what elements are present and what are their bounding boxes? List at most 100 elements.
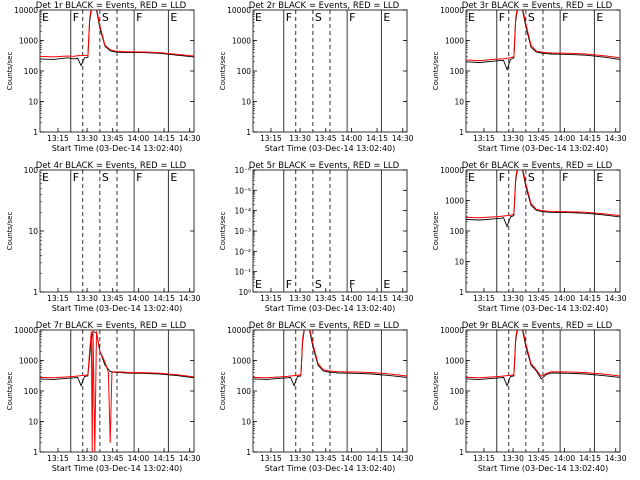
- x-tick-label: 14:00: [341, 454, 363, 463]
- detector-panel-7: 1 10 100 1000 10000 13:15 13:30 13:45 14:00 14:15…: [0, 320, 213, 480]
- x-tick-label: 13:15: [473, 134, 495, 143]
- y-tick-label: 10⁻²: [234, 247, 251, 256]
- x-axis-label: Start Time (03-Dec-14 13:02:40): [265, 464, 396, 473]
- x-tick-label: 14:15: [366, 294, 388, 303]
- x-tick-label: 13:15: [260, 294, 282, 303]
- y-tick-label: 1: [459, 448, 464, 457]
- x-tick-label: 14:00: [554, 134, 576, 143]
- detector-chart-6: 1 10 100 1000 10000 13:15 13:30 13:45 14:00 14:15…: [432, 161, 627, 313]
- x-tick-label: 13:15: [47, 294, 69, 303]
- x-tick-label: 13:15: [473, 454, 495, 463]
- state-marker-label: E: [596, 171, 603, 184]
- y-tick-label: 1000: [232, 357, 251, 366]
- x-axis-label: Start Time (03-Dec-14 13:02:40): [265, 304, 396, 313]
- y-tick-label: 10000: [14, 6, 38, 15]
- state-marker-label: F: [73, 171, 79, 184]
- plot-frame: [465, 169, 621, 293]
- x-axis-label: Start Time (03-Dec-14 13:02:40): [478, 304, 609, 313]
- x-tick-label: 13:15: [260, 454, 282, 463]
- state-marker-label: S: [528, 171, 535, 184]
- detector-panel-5: 10⁰ 10⁻¹ 10⁻² 10⁻³ 10⁻⁴ 10⁻⁵ 10⁻⁶ 13:15 13:30 13:…: [213, 160, 426, 320]
- detector-chart-4: 1 10 100 13:15 13:30 13:45 14:00 14:15 14:30 Det …: [6, 161, 201, 313]
- state-marker-label: E: [170, 171, 177, 184]
- x-tick-label: 13:30: [502, 294, 524, 303]
- x-tick-label: 13:15: [47, 134, 69, 143]
- state-marker-label: S: [102, 171, 109, 184]
- state-marker-label: S: [315, 11, 322, 24]
- y-tick-label: 1: [33, 288, 38, 297]
- y-axis-label: Counts/sec: [6, 372, 14, 411]
- y-axis-label: Counts/sec: [432, 212, 440, 251]
- x-tick-label: 13:15: [473, 294, 495, 303]
- y-axis-label: Counts/sec: [432, 52, 440, 91]
- x-tick-label: 13:45: [315, 454, 337, 463]
- x-tick-label: 14:30: [179, 134, 201, 143]
- y-tick-label: 10: [454, 258, 464, 267]
- x-tick-label: 13:45: [528, 454, 550, 463]
- y-tick-label: 10: [28, 418, 38, 427]
- x-tick-label: 14:30: [179, 294, 201, 303]
- y-tick-label: 100: [237, 67, 252, 76]
- y-tick-label: 10: [28, 227, 38, 236]
- y-tick-label: 10: [454, 418, 464, 427]
- x-tick-label: 14:30: [605, 294, 627, 303]
- state-marker-label: F: [562, 171, 568, 184]
- x-tick-label: 13:45: [315, 294, 337, 303]
- detector-chart-2: 1 10 100 1000 10000 13:15 13:30 13:45 14:00 14:15…: [219, 1, 414, 153]
- state-marker-label: E: [255, 278, 262, 291]
- x-tick-label: 14:00: [128, 454, 150, 463]
- lld-series-line: [40, 10, 194, 58]
- x-tick-label: 14:30: [605, 454, 627, 463]
- y-axis-label: Counts/sec: [219, 212, 227, 251]
- lld-series-line: [466, 10, 620, 62]
- state-marker-label: E: [42, 11, 49, 24]
- y-tick-label: 10: [28, 98, 38, 107]
- y-tick-label: 100: [24, 387, 39, 396]
- y-axis-label: Counts/sec: [432, 372, 440, 411]
- x-tick-label: 14:30: [392, 294, 414, 303]
- detector-panel-9: 1 10 100 1000 10000 13:15 13:30 13:45 14:00 14:15…: [426, 320, 639, 480]
- panel-title: Det 2r BLACK = Events, RED = LLD: [249, 1, 400, 11]
- state-marker-label: F: [73, 11, 79, 24]
- x-tick-label: 14:15: [579, 134, 601, 143]
- y-tick-label: 1000: [445, 37, 464, 46]
- events-series-line: [466, 330, 620, 387]
- x-tick-label: 14:00: [128, 134, 150, 143]
- y-tick-label: 100: [24, 67, 39, 76]
- y-tick-label: 1: [33, 448, 38, 457]
- x-tick-label: 13:15: [47, 454, 69, 463]
- x-tick-label: 14:15: [153, 454, 175, 463]
- panel-title: Det 6r BLACK = Events, RED = LLD: [462, 161, 613, 171]
- plot-frame: [39, 169, 195, 293]
- panel-title: Det 1r BLACK = Events, RED = LLD: [36, 1, 187, 11]
- detector-chart-5: 10⁰ 10⁻¹ 10⁻² 10⁻³ 10⁻⁴ 10⁻⁵ 10⁻⁶ 13:15 13:30 13:…: [219, 161, 414, 313]
- x-tick-label: 14:00: [554, 294, 576, 303]
- y-axis-label: Counts/sec: [6, 52, 14, 91]
- x-axis-label: Start Time (03-Dec-14 13:02:40): [478, 464, 609, 473]
- x-tick-label: 14:00: [554, 454, 576, 463]
- x-tick-label: 13:45: [315, 134, 337, 143]
- y-tick-label: 1000: [445, 357, 464, 366]
- y-tick-label: 100: [450, 227, 465, 236]
- events-series-line: [466, 10, 620, 72]
- state-marker-label: E: [42, 171, 49, 184]
- x-axis-label: Start Time (03-Dec-14 13:02:40): [52, 144, 183, 153]
- y-tick-label: 1: [459, 288, 464, 297]
- state-marker-label: F: [499, 11, 505, 24]
- lld-series-line: [40, 330, 194, 452]
- plot-frame: [252, 169, 408, 293]
- y-tick-label: 10000: [440, 166, 464, 175]
- y-tick-label: 10⁻⁴: [234, 207, 251, 216]
- x-tick-label: 14:30: [605, 134, 627, 143]
- state-marker-label: F: [349, 11, 355, 24]
- state-marker-label: S: [315, 278, 322, 291]
- y-tick-label: 100: [450, 67, 465, 76]
- x-tick-label: 14:15: [153, 294, 175, 303]
- x-tick-label: 14:15: [366, 454, 388, 463]
- y-tick-label: 10⁻³: [234, 227, 251, 236]
- panel-title: Det 4r BLACK = Events, RED = LLD: [36, 161, 187, 171]
- x-tick-label: 13:45: [102, 134, 124, 143]
- x-tick-label: 14:30: [392, 454, 414, 463]
- detector-chart-7: 1 10 100 1000 10000 13:15 13:30 13:45 14:00 14:15…: [6, 321, 201, 473]
